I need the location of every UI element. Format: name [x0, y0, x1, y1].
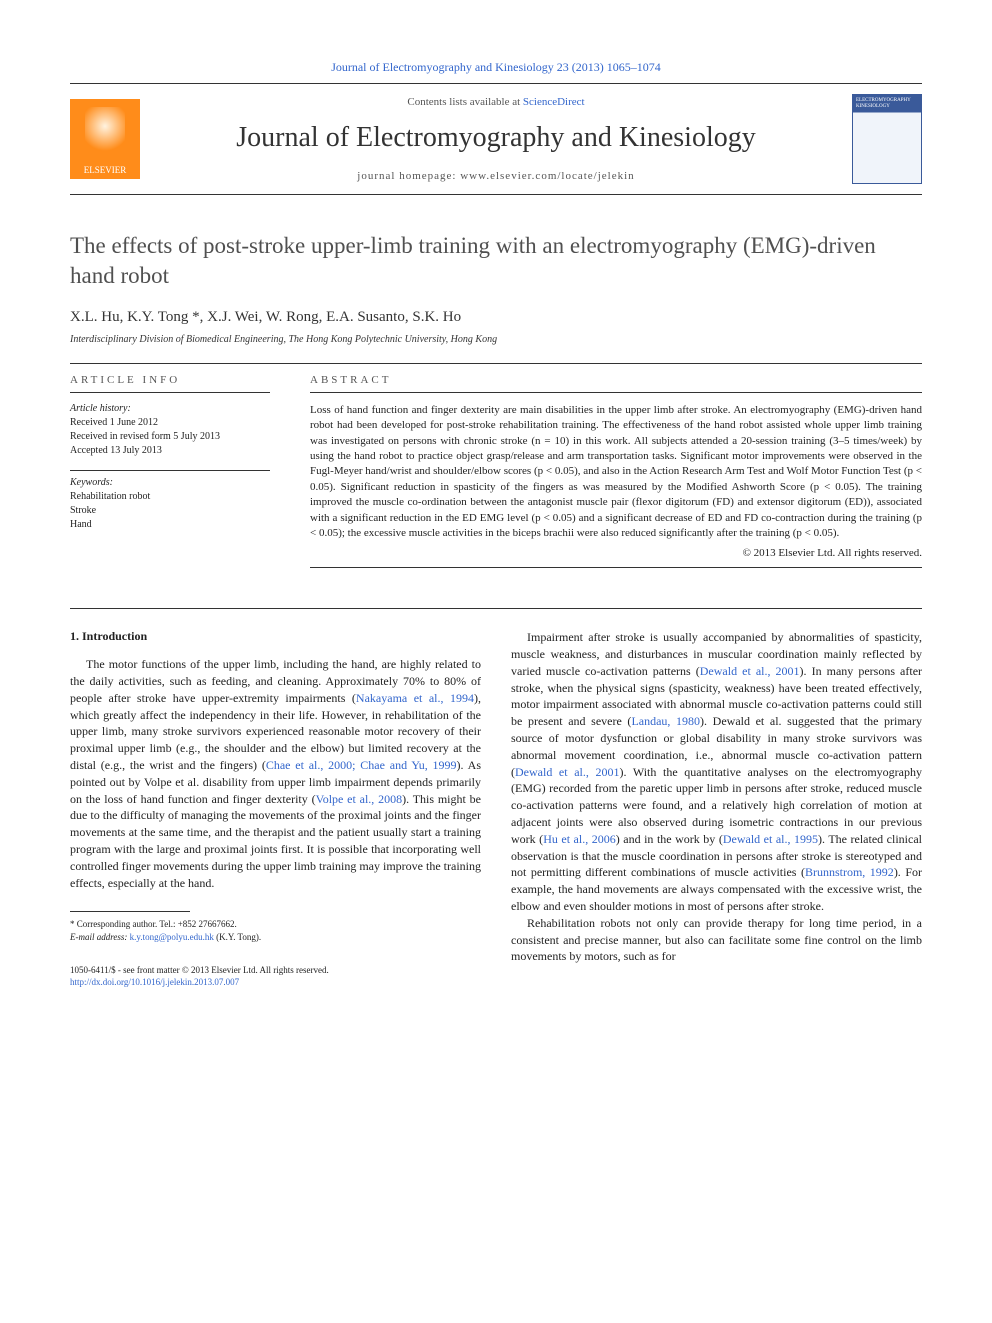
affiliation: Interdisciplinary Division of Biomedical… — [70, 334, 922, 345]
footnote-divider — [70, 911, 190, 912]
keywords: Rehabilitation robot Stroke Hand — [70, 490, 270, 532]
footer-meta: 1050-6411/$ - see front matter © 2013 El… — [70, 964, 481, 989]
citation-link[interactable]: Nakayama et al., 1994 — [356, 691, 474, 705]
body-paragraph: Impairment after stroke is usually accom… — [511, 629, 922, 965]
citation-link[interactable]: Dewald et al., 2001 — [700, 664, 800, 678]
body-paragraph: The motor functions of the upper limb, i… — [70, 656, 481, 891]
received-date: Received 1 June 2012 — [70, 417, 158, 428]
article-history-label: Article history: — [70, 403, 270, 414]
author-list: X.L. Hu, K.Y. Tong *, X.J. Wei, W. Rong,… — [70, 309, 922, 326]
citation-link[interactable]: Volpe et al., 2008 — [316, 792, 403, 806]
journal-homepage: journal homepage: www.elsevier.com/locat… — [160, 170, 832, 182]
homepage-url[interactable]: www.elsevier.com/locate/jelekin — [460, 170, 634, 182]
doi-link[interactable]: http://dx.doi.org/10.1016/j.jelekin.2013… — [70, 976, 481, 989]
citation-link[interactable]: Chae et al., 2000; Chae and Yu, 1999 — [266, 758, 457, 772]
journal-name: Journal of Electromyography and Kinesiol… — [160, 122, 832, 154]
divider — [310, 567, 922, 568]
abstract-heading: ABSTRACT — [310, 374, 922, 393]
front-matter-line: 1050-6411/$ - see front matter © 2013 El… — [70, 964, 481, 977]
article-title: The effects of post-stroke upper-limb tr… — [70, 231, 922, 291]
contents-prefix: Contents lists available at — [407, 96, 522, 108]
section-heading-introduction: 1. Introduction — [70, 629, 481, 644]
publisher-name: ELSEVIER — [84, 165, 127, 175]
revised-date: Received in revised form 5 July 2013 — [70, 431, 220, 442]
email-author-suffix: (K.Y. Tong). — [214, 932, 261, 942]
citation-link[interactable]: Dewald et al., 1995 — [723, 832, 818, 846]
body-text-span: ) and in the work by ( — [616, 832, 723, 846]
body-text-span: Rehabilitation robots not only can provi… — [511, 915, 922, 965]
elsevier-logo: ELSEVIER — [70, 99, 140, 179]
article-history: Received 1 June 2012 Received in revised… — [70, 416, 270, 458]
citation-link[interactable]: Dewald et al., 2001 — [515, 765, 619, 779]
divider — [70, 363, 922, 364]
header-citation: Journal of Electromyography and Kinesiol… — [70, 60, 922, 75]
email-label: E-mail address: — [70, 932, 130, 942]
citation-link[interactable]: Hu et al., 2006 — [543, 832, 616, 846]
article-info-heading: ARTICLE INFO — [70, 374, 270, 393]
corresponding-author-line: * Corresponding author. Tel.: +852 27667… — [70, 918, 481, 931]
copyright-line: © 2013 Elsevier Ltd. All rights reserved… — [310, 547, 922, 559]
cover-title-text: ELECTROMYOGRAPHY KINESIOLOGY — [856, 98, 918, 109]
journal-cover-thumbnail: ELECTROMYOGRAPHY KINESIOLOGY — [852, 94, 922, 184]
abstract-text: Loss of hand function and finger dexteri… — [310, 403, 922, 542]
citation-link[interactable]: Landau, 1980 — [631, 714, 700, 728]
accepted-date: Accepted 13 July 2013 — [70, 445, 162, 456]
citation-link[interactable]: Brunnstrom, 1992 — [805, 865, 894, 879]
body-text-span: ). This might be due to the difficulty o… — [70, 792, 481, 890]
sciencedirect-link[interactable]: ScienceDirect — [523, 96, 585, 108]
keywords-label: Keywords: — [70, 477, 270, 488]
corresponding-author-footnote: * Corresponding author. Tel.: +852 27667… — [70, 918, 481, 943]
journal-header: ELSEVIER Contents lists available at Sci… — [70, 83, 922, 195]
email-link[interactable]: k.y.tong@polyu.edu.hk — [130, 932, 214, 942]
divider — [70, 608, 922, 609]
homepage-label: journal homepage: — [357, 170, 460, 182]
contents-available: Contents lists available at ScienceDirec… — [160, 96, 832, 108]
